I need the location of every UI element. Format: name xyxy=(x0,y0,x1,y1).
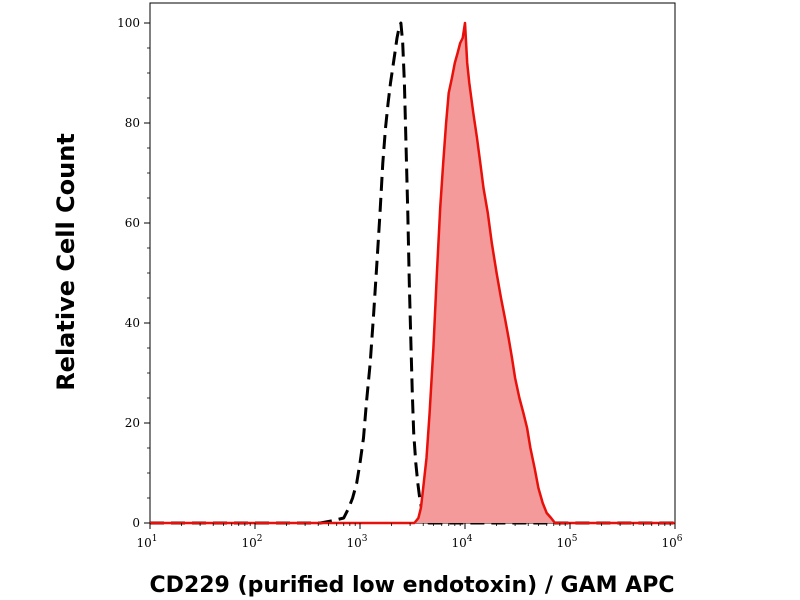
y-tick-label: 80 xyxy=(125,116,140,130)
y-tick-label: 100 xyxy=(117,16,140,30)
x-tick-label: 106 xyxy=(661,534,682,550)
x-tick-label: 104 xyxy=(451,534,472,550)
x-axis-title: CD229 (purified low endotoxin) / GAM APC xyxy=(150,573,675,598)
x-axis: 101 102 103 104 105 106 xyxy=(136,523,683,550)
x-tick-label: 101 xyxy=(136,534,157,550)
series-1-line xyxy=(150,21,675,525)
y-tick-label: 40 xyxy=(125,316,140,330)
y-tick-label: 60 xyxy=(125,216,140,230)
series-layer xyxy=(150,21,675,525)
x-tick-label: 105 xyxy=(556,534,577,550)
y-axis: 0 20 40 60 80 100 xyxy=(117,16,150,530)
series-1-fill xyxy=(150,23,675,523)
y-tick-label: 0 xyxy=(132,516,140,530)
x-tick-label: 102 xyxy=(241,534,262,550)
y-tick-label: 20 xyxy=(125,416,140,430)
plot-frame xyxy=(149,2,676,524)
series-0-line xyxy=(150,21,675,525)
plot-area: 0 20 40 60 80 100 101 102 103 104 105 106 xyxy=(117,2,683,550)
y-axis-title: Relative Cell Count xyxy=(52,133,80,391)
x-tick-label: 103 xyxy=(346,534,367,550)
